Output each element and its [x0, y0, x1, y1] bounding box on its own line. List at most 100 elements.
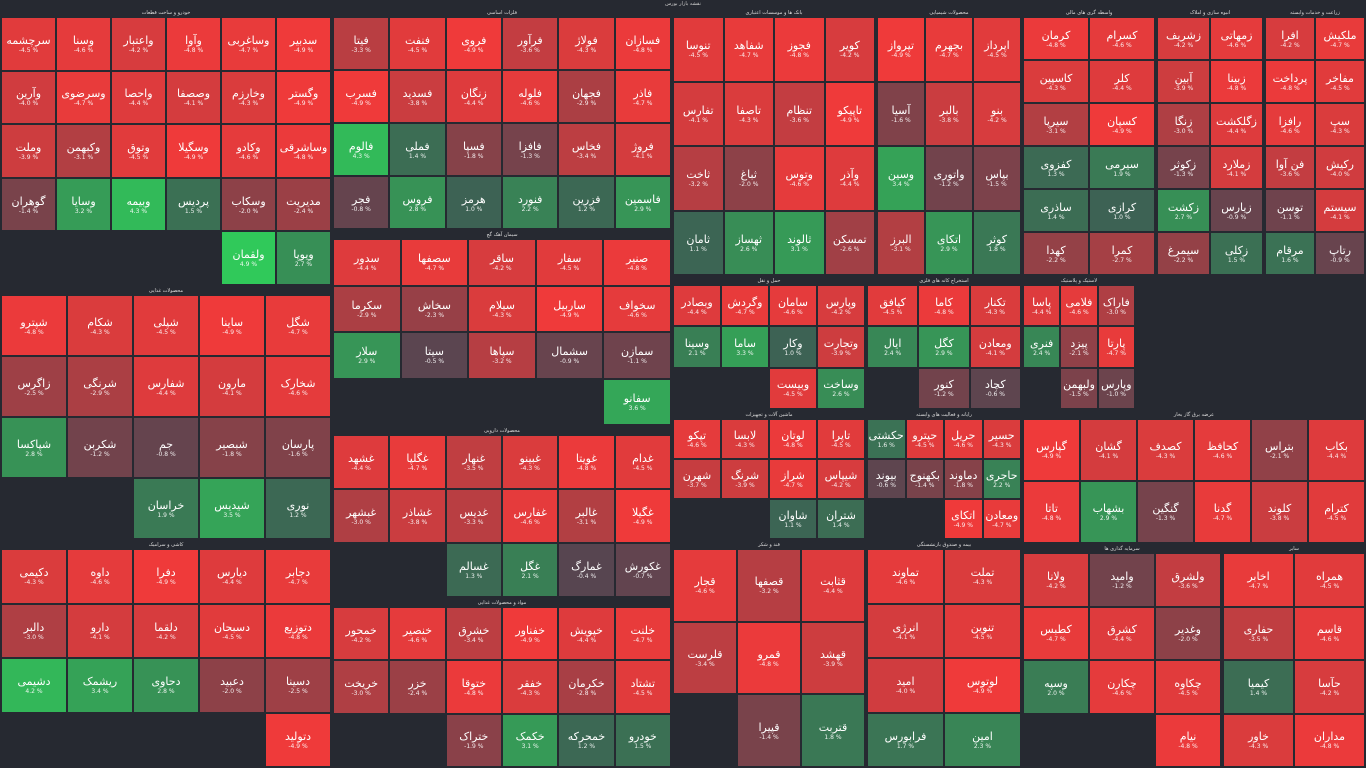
stock-tile[interactable]: سرچشمه -4.5 % [1, 17, 56, 71]
stock-tile[interactable]: تنوسا -4.5 % [673, 17, 724, 82]
stock-tile[interactable]: تشتاد -4.5 % [614, 660, 671, 714]
stock-tile[interactable]: فالوم 4.3 % [333, 123, 390, 176]
stock-tile[interactable]: کسپان -4.9 % [1089, 103, 1155, 146]
stock-tile[interactable]: تماوند -4.6 % [867, 549, 944, 604]
stock-tile[interactable]: قثابت -4.4 % [801, 549, 865, 622]
stock-tile[interactable]: دارو -4.1 % [67, 603, 133, 658]
stock-tile[interactable]: شپترو -4.8 % [1, 295, 67, 356]
stock-tile[interactable]: گدنا -4.7 % [1194, 481, 1251, 543]
stock-tile[interactable]: غشهد -4.4 % [333, 435, 390, 489]
stock-tile[interactable]: فنری 2.4 % [1023, 326, 1061, 368]
stock-tile[interactable]: رافزا -4.6 % [1265, 103, 1315, 146]
stock-tile[interactable]: تاپرا -4.5 % [817, 419, 865, 459]
stock-tile[interactable]: خمحرکه 1.2 % [558, 713, 615, 767]
stock-tile[interactable]: شرنگی -2.9 % [67, 356, 133, 417]
stock-tile[interactable]: فجهان -2.9 % [558, 70, 615, 123]
stock-tile[interactable]: ثاخت -3.2 % [673, 146, 724, 211]
stock-tile[interactable]: غدیس -3.3 % [445, 489, 502, 543]
stock-tile[interactable]: سمازن -1.1 % [603, 332, 671, 379]
stock-tile[interactable]: غالبر -3.1 % [558, 489, 615, 543]
stock-tile[interactable]: سخواف -4.6 % [603, 285, 671, 332]
stock-tile[interactable]: داوه -4.6 % [67, 549, 133, 604]
stock-tile[interactable]: فن آوا -3.6 % [1265, 146, 1315, 189]
stock-tile[interactable]: وملت -3.9 % [1, 124, 56, 178]
stock-tile[interactable]: غکورش -0.7 % [614, 543, 671, 597]
stock-tile[interactable]: بکاب -4.4 % [1308, 419, 1365, 481]
stock-tile[interactable]: وغدیر -2.0 % [1155, 606, 1221, 660]
stock-tile[interactable]: گشان -4.1 % [1080, 419, 1137, 481]
stock-tile[interactable]: دفرا -4.9 % [133, 549, 199, 604]
stock-tile[interactable]: خشرق -3.4 % [445, 607, 502, 661]
stock-tile[interactable]: خاور -4.3 % [1223, 713, 1294, 767]
stock-tile[interactable]: کاسپین -4.3 % [1023, 60, 1089, 103]
stock-tile[interactable]: آبین -3.9 % [1157, 60, 1210, 103]
stock-tile[interactable]: وسنا -4.6 % [56, 17, 111, 71]
stock-tile[interactable]: فنورد 2.2 % [502, 176, 559, 229]
stock-tile[interactable]: ولشرق -3.6 % [1155, 553, 1221, 607]
stock-tile[interactable]: خفناور -4.9 % [502, 607, 559, 661]
stock-tile[interactable]: فافزا -1.3 % [502, 123, 559, 176]
stock-tile[interactable]: فلامی -4.6 % [1060, 285, 1098, 327]
stock-tile[interactable]: خپویش -4.4 % [558, 607, 615, 661]
stock-tile[interactable]: بجهرم -4.7 % [925, 17, 973, 82]
stock-tile[interactable]: زنگان -4.4 % [445, 70, 502, 123]
stock-tile[interactable]: تاصفا -4.3 % [723, 81, 774, 146]
stock-tile[interactable]: کچاد -0.6 % [969, 367, 1021, 409]
stock-tile[interactable]: خودرو 1.5 % [614, 713, 671, 767]
stock-tile[interactable]: کفزوی 1.3 % [1023, 146, 1089, 189]
stock-tile[interactable]: مفاخر -4.5 % [1315, 60, 1365, 103]
stock-tile[interactable]: کلوند -3.8 % [1251, 481, 1308, 543]
stock-tile[interactable]: کیافق -4.5 % [867, 285, 919, 327]
stock-tile[interactable]: واتوری -1.2 % [925, 146, 973, 211]
stock-tile[interactable]: شهرن -3.7 % [673, 459, 721, 499]
stock-tile[interactable]: سیتا -0.5 % [400, 332, 469, 379]
stock-tile[interactable]: ساینا -4.9 % [199, 295, 265, 356]
stock-tile[interactable]: خراسان 1.9 % [133, 478, 199, 539]
stock-tile[interactable]: دحاوی 2.8 % [133, 658, 199, 713]
stock-tile[interactable]: غگلپا -4.7 % [389, 435, 446, 489]
stock-tile[interactable]: خریخت -3.0 % [333, 660, 390, 714]
stock-tile[interactable]: بتراس -2.1 % [1251, 419, 1308, 481]
stock-tile[interactable]: وساغربی -4.7 % [221, 17, 276, 71]
stock-tile[interactable]: وساشرقی -4.8 % [276, 124, 331, 178]
stock-tile[interactable]: تملت -4.3 % [944, 549, 1021, 604]
stock-tile[interactable]: وکادو -4.6 % [221, 124, 276, 178]
stock-tile[interactable]: فرآور -3.6 % [502, 17, 559, 70]
stock-tile[interactable]: کهدا -2.2 % [1023, 232, 1089, 275]
stock-tile[interactable]: سفانو 3.6 % [603, 378, 671, 425]
stock-tile[interactable]: زملارد -4.1 % [1210, 146, 1263, 189]
stock-tile[interactable]: تفارس -4.1 % [673, 81, 724, 146]
stock-tile[interactable]: فاراک -3.0 % [1097, 285, 1135, 327]
stock-tile[interactable]: وکبهمن -3.1 % [56, 124, 111, 178]
stock-tile[interactable]: واعتبار -4.2 % [111, 17, 166, 71]
stock-tile[interactable]: وسایا 3.2 % [56, 177, 111, 232]
stock-tile[interactable]: ومعادن -4.7 % [982, 499, 1021, 539]
stock-tile[interactable]: همراه -4.5 % [1294, 553, 1365, 607]
stock-tile[interactable]: کویر -4.2 % [824, 17, 875, 82]
stock-tile[interactable]: لوتوس -4.9 % [944, 658, 1021, 713]
stock-tile[interactable]: غسالم 1.3 % [445, 543, 502, 597]
stock-tile[interactable]: غگل 2.1 % [502, 543, 559, 597]
stock-tile[interactable]: زمهاتی -4.6 % [1210, 17, 1263, 60]
stock-tile[interactable]: ختراک -1.9 % [445, 713, 502, 767]
stock-tile[interactable]: قاسم -4.6 % [1294, 606, 1365, 660]
stock-tile[interactable]: وپارس -1.0 % [1097, 367, 1135, 409]
stock-tile[interactable]: کمرا -2.7 % [1089, 232, 1155, 275]
stock-tile[interactable]: کگل 2.9 % [918, 326, 970, 368]
stock-tile[interactable]: فملی 1.4 % [389, 123, 446, 176]
stock-tile[interactable]: قهشد -3.9 % [801, 621, 865, 695]
stock-tile[interactable]: تپکو -4.6 % [673, 419, 721, 459]
stock-tile[interactable]: خنصیر -4.6 % [389, 607, 446, 661]
stock-tile[interactable]: چکاوه -4.5 % [1155, 660, 1221, 714]
stock-tile[interactable]: غدام -4.5 % [614, 435, 671, 489]
stock-tile[interactable]: وتوق -4.5 % [111, 124, 166, 178]
stock-tile[interactable]: سپ -4.3 % [1315, 103, 1365, 146]
stock-tile[interactable]: شاوان 1.1 % [769, 499, 817, 539]
stock-tile[interactable]: غفارس -4.6 % [502, 489, 559, 543]
stock-tile[interactable]: غبینو -4.3 % [502, 435, 559, 489]
stock-tile[interactable]: گپارس -4.9 % [1023, 419, 1080, 481]
stock-tile[interactable]: سپاها -3.2 % [468, 332, 536, 379]
stock-tile[interactable]: شیدیس 3.5 % [199, 478, 265, 539]
stock-tile[interactable]: قجار -4.6 % [673, 549, 737, 622]
stock-tile[interactable]: وخارزم -4.3 % [221, 70, 276, 125]
